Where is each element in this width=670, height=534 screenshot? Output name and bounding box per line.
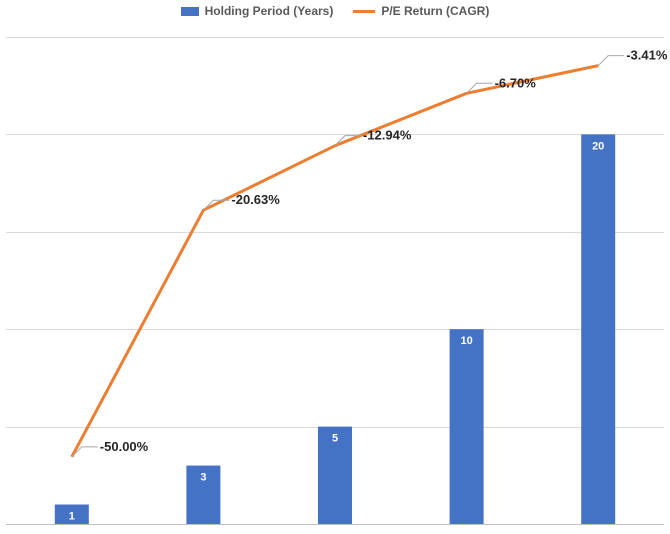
pe-return-line — [70, 64, 599, 458]
line-data-label: -20.63% — [231, 192, 280, 207]
legend-item-holding-period: Holding Period (Years) — [180, 4, 334, 18]
line-data-label: -12.94% — [363, 128, 412, 143]
bar — [54, 504, 89, 524]
legend-label-holding-period: Holding Period (Years) — [204, 4, 334, 18]
bar-data-label: 20 — [592, 140, 604, 152]
line-data-label: -50.00% — [100, 439, 149, 454]
leader-line — [334, 135, 361, 147]
bar — [581, 134, 616, 524]
leader-line — [71, 446, 98, 458]
line-data-label: -3.41% — [626, 48, 668, 63]
legend-item-pe-return: P/E Return (CAGR) — [353, 4, 489, 18]
legend: Holding Period (Years) P/E Return (CAGR) — [0, 4, 670, 18]
legend-label-pe-return: P/E Return (CAGR) — [381, 4, 490, 18]
bar-data-label: 5 — [332, 433, 338, 445]
leader-line — [203, 199, 230, 211]
legend-swatch-bar — [180, 6, 199, 16]
bar — [318, 426, 352, 524]
bar-data-label: 10 — [460, 335, 472, 347]
legend-swatch-line — [353, 9, 376, 13]
bar-data-label: 1 — [69, 511, 75, 523]
leader-line — [597, 55, 625, 66]
leader-line — [466, 82, 493, 94]
bar-data-label: 3 — [200, 472, 206, 484]
bar — [186, 465, 221, 524]
line-data-label: -6.70% — [495, 75, 537, 90]
bar — [449, 329, 484, 524]
